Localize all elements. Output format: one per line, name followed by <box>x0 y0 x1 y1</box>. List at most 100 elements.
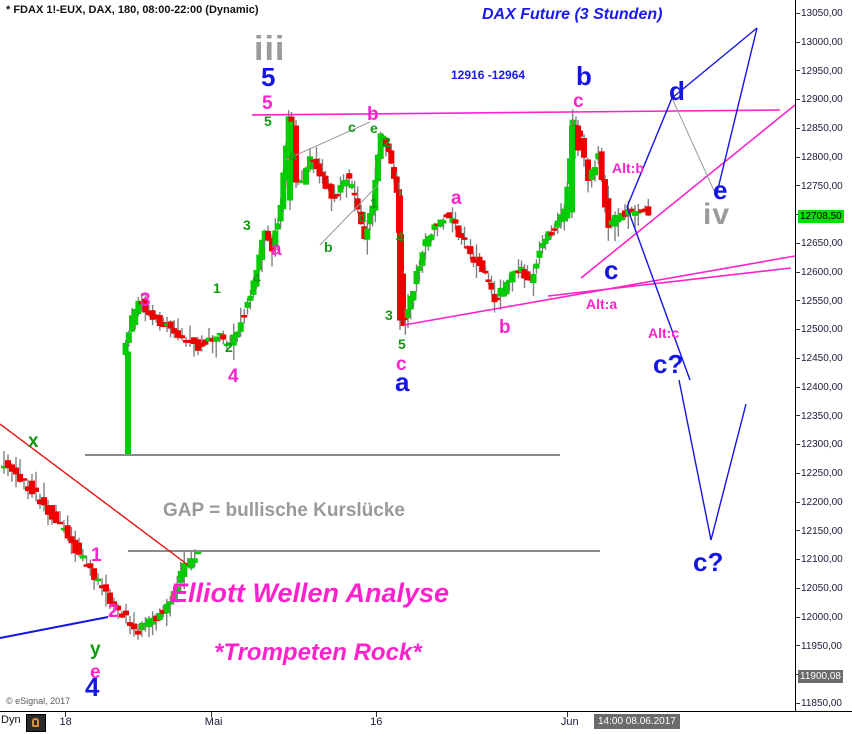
price-axis[interactable]: 13050,00 13000,00 12950,00 12900,00 12850,00… <box>795 0 852 711</box>
chart-drawing-layer <box>0 27 795 640</box>
wave-label: c <box>573 91 584 112</box>
symbol-header: * FDAX 1!-EUX, DAX, 180, 08:00-22:00 (Dy… <box>6 4 259 16</box>
wave-label: x <box>28 431 39 452</box>
price-tick: 12600,00 <box>796 267 843 278</box>
price-tick: 12650,00 <box>796 238 843 249</box>
wave-label: a <box>271 239 282 260</box>
time-tick-mark <box>376 712 378 717</box>
chart-title: DAX Future (3 Stunden) <box>482 6 663 23</box>
wave-label: 4 <box>85 672 100 702</box>
price-tick: 12150,00 <box>796 526 843 537</box>
wave-label: 5 <box>261 62 276 92</box>
wave-label: Alt:b <box>612 160 644 176</box>
price-tick: 12000,00 <box>796 612 843 623</box>
current-time-badge: 14:00 08.06.2017 <box>594 714 680 729</box>
time-tick-label: Mai <box>204 716 223 728</box>
wave-label: 4 <box>228 366 239 387</box>
time-tick-mark <box>566 712 568 717</box>
price-tick: 12300,00 <box>796 439 843 450</box>
time-tick-label: Jun <box>560 716 579 728</box>
price-tick: 12250,00 <box>796 468 843 479</box>
wave-label: e <box>713 175 728 205</box>
wave-label: c <box>348 119 356 135</box>
price-tick: 13050,00 <box>796 8 843 19</box>
projection-c-down-left <box>678 379 712 541</box>
wave-label: a <box>451 188 462 209</box>
wave-label: d <box>358 209 367 225</box>
wave-label: 3 <box>243 217 251 233</box>
signature-subtitle: *Trompeten Rock* <box>214 639 422 666</box>
time-axis[interactable]: Dyn 14:00 08.06.2017 18 Mai 16 Jun <box>0 711 852 734</box>
wave-label: 5 <box>262 93 273 114</box>
price-tick: 12850,00 <box>796 123 843 134</box>
blue-support-line <box>0 616 109 639</box>
degree-label-iv: iv <box>703 198 731 231</box>
degree-label-iii: iii <box>254 30 286 68</box>
wave-label: b <box>499 317 511 338</box>
red-downtrend-line <box>0 423 189 566</box>
price-tick: 12100,00 <box>796 554 843 565</box>
wave-label: 3 <box>140 290 151 311</box>
wave-label: 3 <box>385 307 393 323</box>
projection-up-line <box>671 27 758 99</box>
wave-label: c <box>396 354 407 375</box>
wave-label: 2 <box>383 134 391 150</box>
price-chart-plot[interactable]: * FDAX 1!-EUX, DAX, 180, 08:00-22:00 (Dy… <box>0 0 795 711</box>
gap-annotation: GAP = bullische Kurslücke <box>163 500 405 521</box>
wave-label: b <box>367 104 379 125</box>
price-tick: 12200,00 <box>796 497 843 508</box>
price-tick: 13000,00 <box>796 37 843 48</box>
price-tick: 11850,00 <box>796 698 842 709</box>
wave-label: a <box>395 367 410 397</box>
wave-label: 2 <box>108 601 119 622</box>
wave-label: 1 <box>213 280 221 296</box>
connector-d-e <box>671 97 717 196</box>
price-tick: 11950,00 <box>796 641 842 652</box>
price-tick: 12550,00 <box>796 296 843 307</box>
connector-b-d <box>319 184 379 246</box>
magenta-rising-channel <box>580 104 795 279</box>
projection-c-to-d <box>626 97 673 208</box>
time-tick-label: 16 <box>370 716 383 728</box>
signature-title: Elliott Wellen Analyse <box>170 578 450 608</box>
projection-e-to-top <box>715 27 758 198</box>
magenta-alt-a-line <box>547 267 792 297</box>
wave-label: b <box>324 239 333 255</box>
wave-label: b <box>576 61 592 91</box>
wave-label: d <box>669 76 685 106</box>
magenta-upper-resistance <box>251 109 781 116</box>
candlestick-series <box>1 109 652 640</box>
wave-label: 1 <box>370 195 378 211</box>
price-tick: 12950,00 <box>796 66 843 77</box>
price-tick: 12400,00 <box>796 382 843 393</box>
time-tick-mark <box>65 712 67 717</box>
price-tick: 12350,00 <box>796 411 843 422</box>
wave-label: 4 <box>396 229 404 245</box>
price-tick: 12500,00 <box>796 324 843 335</box>
time-tick-mark <box>210 712 212 717</box>
projection-alt-c-down <box>626 206 691 381</box>
price-tick: 12450,00 <box>796 353 843 364</box>
last-price-tag: 12708,50 <box>798 210 844 224</box>
price-tick: 12800,00 <box>796 152 843 163</box>
lock-icon[interactable] <box>26 714 46 732</box>
price-tick: 12750,00 <box>796 181 843 192</box>
wave-label: e <box>90 662 101 683</box>
prev-price-tag: 11900,08 <box>798 670 843 684</box>
wave-label: c? <box>653 349 684 379</box>
wave-label: c? <box>693 547 724 577</box>
wave-label: e <box>370 120 378 136</box>
wave-label: 1 <box>91 545 102 566</box>
wave-label: 5 <box>264 113 272 129</box>
wave-label: c <box>604 255 619 285</box>
time-tick-label: 18 <box>59 716 72 728</box>
wave-label: 2 <box>225 339 233 355</box>
wave-label: y <box>90 639 101 660</box>
price-tick: 12900,00 <box>796 94 843 105</box>
wave-label: 5 <box>398 336 406 352</box>
wave-label: 4 <box>253 270 261 286</box>
connector-a-c <box>284 121 371 161</box>
price-tick: 12050,00 <box>796 583 843 594</box>
copyright-notice: © eSignal, 2017 <box>6 696 71 706</box>
target-range-note: 12916 -12964 <box>451 68 526 82</box>
